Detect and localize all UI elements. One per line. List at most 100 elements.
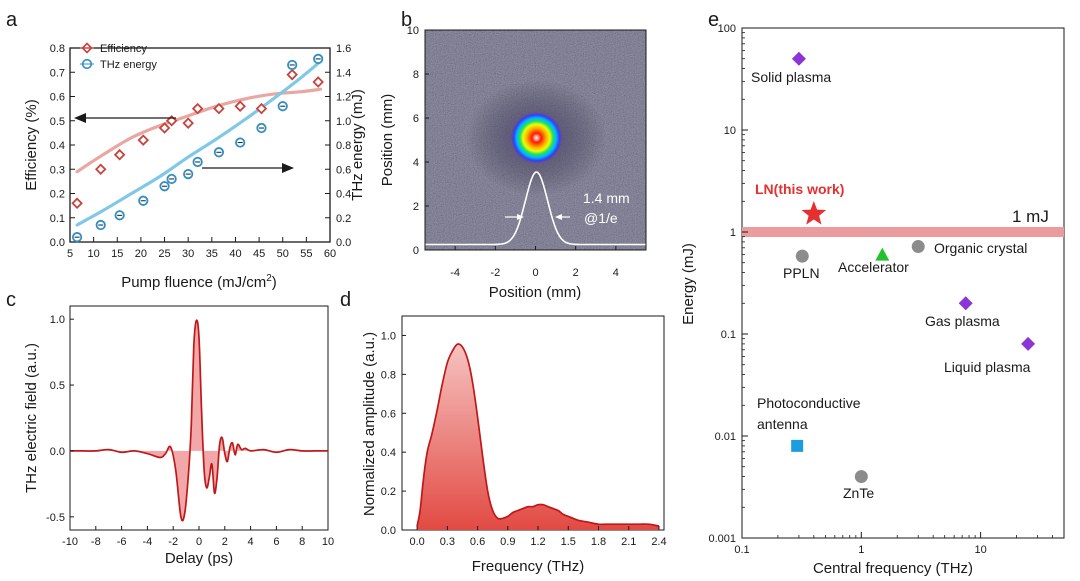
y-tick-label: 6 bbox=[413, 113, 419, 125]
x-tick-label: 8 bbox=[299, 536, 305, 548]
panel-b-ylabel: Position (mm) bbox=[379, 94, 396, 187]
panel-e-ticks: 0.1 1 10 0.001 0.01 0.1 1 10 100 bbox=[708, 23, 1065, 556]
efficiency-point bbox=[71, 197, 83, 209]
y-tick-label: 1.0 bbox=[50, 314, 65, 326]
left-arrowhead-icon bbox=[74, 113, 86, 123]
panel-b-xlabel: Position (mm) bbox=[489, 284, 582, 301]
panel-d-ticks: 0.0 0.3 0.6 0.9 1.2 1.5 1.8 2.1 2.4 0.0 0.2 0.4 0.6 0… bbox=[381, 330, 667, 548]
x-tick-label: 15 bbox=[111, 248, 123, 260]
panel-e-ylabel: Energy (mJ) bbox=[680, 243, 697, 325]
y-left-tick-label: 0.6 bbox=[50, 92, 65, 104]
y-right-tick-label: 0.4 bbox=[336, 189, 351, 201]
y-tick-label: 1 bbox=[730, 227, 736, 239]
y-left-tick-label: 0.0 bbox=[50, 237, 65, 249]
y-right-tick-label: 0.0 bbox=[336, 237, 351, 249]
x-tick-label: 2 bbox=[573, 267, 579, 279]
y-tick-label: 0.8 bbox=[381, 369, 396, 381]
y-tick-label: 0 bbox=[413, 245, 419, 257]
label-organic-crystal: Organic crystal bbox=[934, 240, 1027, 256]
ln-this-work-point bbox=[801, 201, 827, 225]
panel-c-ylabel: THz electric field (a.u.) bbox=[23, 343, 40, 493]
x-tick-label: 0 bbox=[532, 267, 538, 279]
label-ln-this-work: LN(this work) bbox=[755, 181, 844, 197]
efficiency-point bbox=[213, 102, 225, 115]
panel-c-xlabel: Delay (ps) bbox=[165, 550, 233, 567]
beam-level-annotation: @1/e bbox=[584, 210, 618, 226]
y-left-tick-label: 0.1 bbox=[50, 213, 65, 225]
x-tick-label: 10 bbox=[322, 536, 334, 548]
y-tick-label: 1.0 bbox=[381, 330, 396, 342]
beam-image: 1.4 mm @1/e bbox=[425, 30, 646, 250]
panel-a: a 5 10 15 20 25 30 35 40 45 50 55 600.00.10.20.30.4… bbox=[6, 9, 366, 291]
x-tick-label: 10 bbox=[974, 544, 986, 556]
y-tick-label: 0.001 bbox=[708, 533, 736, 545]
panel-a-marks bbox=[71, 53, 324, 243]
y-tick-label: 10 bbox=[407, 25, 419, 37]
panel-c-label: c bbox=[6, 289, 16, 311]
x-tick-label: -2 bbox=[490, 267, 500, 279]
y-right-tick-label: 0.8 bbox=[336, 140, 351, 152]
x-tick-label: 2.4 bbox=[651, 536, 666, 548]
x-tick-label: -2 bbox=[168, 536, 178, 548]
label-gas-plasma: Gas plasma bbox=[925, 313, 1000, 329]
field-curve bbox=[70, 319, 328, 522]
znte-point bbox=[854, 470, 868, 484]
x-tick-label: 1.2 bbox=[530, 536, 545, 548]
beam-spot bbox=[510, 111, 563, 164]
efficiency-point bbox=[255, 102, 268, 115]
y-tick-label: 2 bbox=[413, 201, 419, 213]
y-left-tick-label: 0.2 bbox=[50, 189, 65, 201]
y-right-tick-label: 1.2 bbox=[336, 92, 351, 104]
axis-indicator-arrows bbox=[74, 113, 294, 173]
panel-c-ticks: -10 -8 -6 -4 -2 0 2 4 6 8 10 -0.5 0.0 0.5 1.0 bbox=[46, 314, 334, 548]
panel-e-label: e bbox=[708, 9, 719, 31]
width-arrows bbox=[505, 214, 570, 220]
beam-profile-curve bbox=[425, 171, 646, 246]
y-left-tick-label: 0.5 bbox=[50, 116, 65, 128]
y-left-tick-label: 0.4 bbox=[50, 140, 65, 152]
y-right-tick-label: 1.0 bbox=[336, 116, 351, 128]
accelerator-point bbox=[875, 247, 890, 261]
label-ppln: PPLN bbox=[783, 265, 820, 281]
panel-d-ylabel: Normalized amplitude (a.u.) bbox=[361, 332, 378, 516]
efficiency-point bbox=[191, 102, 204, 115]
width-arrow-right-icon bbox=[517, 214, 524, 220]
field-area bbox=[70, 320, 328, 521]
y-tick-label: 0.5 bbox=[50, 380, 65, 392]
legend-thz-energy-marker bbox=[80, 58, 94, 70]
panel-d: d 0.0 0.3 0.6 0.9 1.2 1.5 1.8 2.1 2.40.00.20.40.… bbox=[340, 289, 667, 575]
x-tick-label: 60 bbox=[324, 248, 336, 260]
panel-a-fits bbox=[75, 59, 323, 227]
right-arrowhead-icon bbox=[282, 163, 294, 173]
x-tick-label: 0.1 bbox=[734, 544, 749, 556]
y-tick-label: 100 bbox=[718, 23, 736, 35]
y-right-tick-label: 0.6 bbox=[336, 164, 351, 176]
x-tick-label: 1 bbox=[858, 544, 864, 556]
x-tick-label: 0.6 bbox=[470, 536, 485, 548]
panel-a-ticks: 5 10 15 20 25 30 35 40 45 50 55 600.00.10.20.30.40.… bbox=[50, 43, 352, 260]
panel-b-ticks: -4 -2 0 2 4 0 2 4 6 8 10 bbox=[407, 25, 619, 279]
x-tick-label: -4 bbox=[450, 267, 460, 279]
x-tick-label: 0 bbox=[196, 536, 202, 548]
y-tick-label: -0.5 bbox=[46, 512, 65, 524]
label-znte: ZnTe bbox=[843, 485, 874, 501]
solid-plasma-point bbox=[791, 51, 806, 66]
label-photoconductive-line1: Photoconductive bbox=[757, 395, 861, 411]
x-tick-label: 55 bbox=[300, 248, 312, 260]
organic-crystal-point bbox=[911, 240, 925, 254]
liquid-plasma-point bbox=[1021, 336, 1036, 351]
one-mj-reference-line bbox=[742, 227, 1064, 237]
spectrum-area bbox=[417, 344, 659, 530]
x-tick-label: 6 bbox=[273, 536, 279, 548]
y-tick-label: 10 bbox=[724, 125, 736, 137]
x-tick-label: 40 bbox=[229, 248, 241, 260]
x-tick-label: 30 bbox=[182, 248, 194, 260]
panel-a-ylabel-left: Efficiency (%) bbox=[23, 99, 40, 190]
x-tick-label: -6 bbox=[117, 536, 127, 548]
x-tick-label: 0.3 bbox=[440, 536, 455, 548]
beam-width-annotation: 1.4 mm bbox=[583, 190, 630, 206]
panel-e-frame bbox=[741, 27, 1065, 539]
y-left-tick-label: 0.7 bbox=[50, 67, 65, 79]
x-tick-label: 4 bbox=[248, 536, 254, 548]
